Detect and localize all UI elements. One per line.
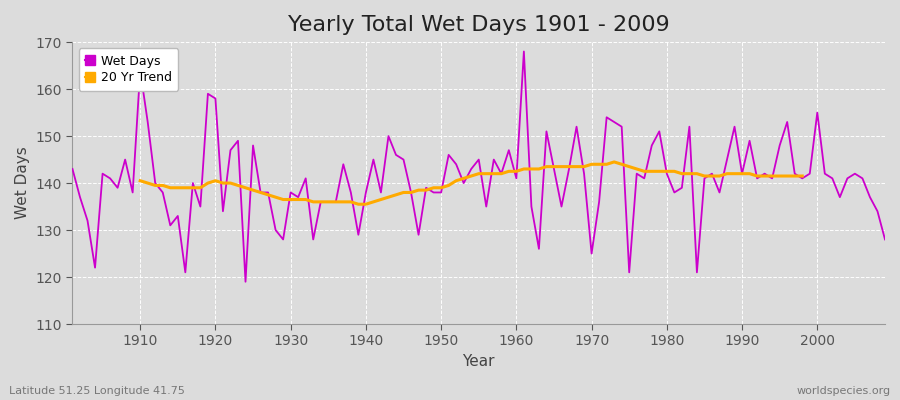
Y-axis label: Wet Days: Wet Days bbox=[15, 147, 30, 220]
X-axis label: Year: Year bbox=[463, 354, 495, 369]
Title: Yearly Total Wet Days 1901 - 2009: Yearly Total Wet Days 1901 - 2009 bbox=[288, 15, 670, 35]
Legend: Wet Days, 20 Yr Trend: Wet Days, 20 Yr Trend bbox=[78, 48, 178, 91]
Text: Latitude 51.25 Longitude 41.75: Latitude 51.25 Longitude 41.75 bbox=[9, 386, 184, 396]
Text: worldspecies.org: worldspecies.org bbox=[796, 386, 891, 396]
